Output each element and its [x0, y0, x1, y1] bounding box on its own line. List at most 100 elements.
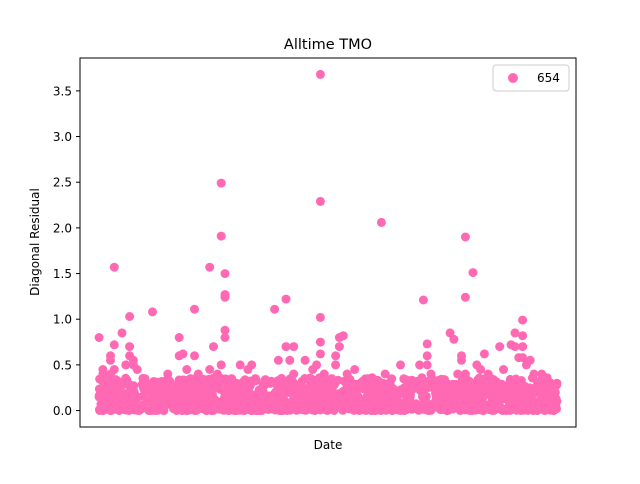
data-point: [415, 360, 425, 370]
data-point: [98, 396, 108, 406]
data-point: [510, 328, 520, 338]
data-point: [118, 394, 128, 404]
data-point: [106, 369, 115, 379]
data-point: [467, 403, 477, 413]
data-point: [190, 351, 199, 361]
data-point: [426, 369, 436, 379]
data-point: [552, 378, 562, 388]
data-point: [549, 406, 559, 416]
data-point: [444, 403, 454, 413]
data-point: [342, 369, 352, 379]
data-point: [449, 334, 459, 344]
data-point: [205, 262, 215, 272]
data-point: [98, 406, 108, 416]
data-point: [505, 388, 515, 398]
data-point: [457, 403, 467, 413]
data-point: [523, 390, 533, 400]
data-point: [544, 378, 554, 388]
data-point: [273, 355, 283, 365]
data-point: [518, 331, 528, 341]
plot-area-frame: [79, 57, 577, 428]
data-point: [457, 355, 466, 365]
data-point: [537, 403, 547, 413]
y-tick-label: 3.5: [53, 84, 72, 98]
data-point: [238, 388, 248, 398]
data-point: [220, 292, 230, 302]
data-point: [140, 374, 150, 384]
data-point: [106, 406, 115, 416]
data-point: [512, 405, 522, 415]
data-point: [315, 337, 325, 347]
y-axis-label: Diagonal Residual: [28, 188, 42, 296]
y-tick-label: 1.5: [53, 267, 72, 281]
data-point: [106, 355, 115, 365]
data-point: [483, 402, 493, 412]
data-point: [193, 369, 203, 379]
data-point: [220, 325, 230, 335]
data-point: [520, 399, 530, 409]
legend-box: [492, 64, 570, 92]
data-point: [144, 387, 154, 397]
data-point: [304, 374, 314, 384]
legend-series-label: 654: [537, 71, 560, 85]
data-point: [312, 360, 322, 370]
data-point: [129, 381, 139, 391]
data-point: [159, 406, 169, 416]
data-point: [209, 378, 218, 388]
data-point: [376, 217, 386, 227]
data-point: [254, 387, 264, 397]
data-point: [396, 360, 405, 370]
data-point: [529, 369, 539, 379]
data-point: [453, 369, 463, 379]
data-point: [354, 392, 363, 402]
data-point: [178, 349, 188, 359]
data-point: [415, 404, 425, 414]
data-point: [331, 351, 341, 361]
data-point: [489, 397, 499, 407]
data-point: [109, 262, 119, 272]
data-point: [186, 374, 196, 384]
data-point: [220, 269, 230, 279]
data-point: [94, 384, 104, 394]
data-point: [315, 69, 325, 79]
data-point: [331, 360, 341, 370]
data-point: [216, 178, 226, 188]
y-ticks: 0.0 0.5 1.0 1.5 2.0 2.5 3.0 3.5: [53, 84, 80, 418]
data-point: [243, 404, 253, 414]
data-point: [272, 380, 282, 390]
data-point: [151, 401, 161, 411]
data-point: [207, 397, 217, 407]
data-point: [209, 342, 218, 352]
data-point: [350, 365, 360, 374]
data-point: [327, 374, 337, 384]
data-point: [182, 365, 192, 374]
data-point: [262, 378, 272, 388]
data-point: [347, 378, 357, 388]
data-point: [323, 396, 333, 406]
data-point: [518, 315, 528, 325]
data-point: [373, 375, 382, 385]
data-point: [292, 385, 301, 395]
data-point: [474, 373, 484, 383]
data-point: [407, 378, 417, 388]
data-point: [163, 369, 173, 379]
data-point: [117, 401, 127, 411]
data-point: [514, 380, 524, 390]
data-point: [384, 378, 394, 388]
data-point: [98, 369, 108, 379]
data-point: [148, 307, 157, 317]
data-point: [251, 374, 260, 384]
data-point: [527, 404, 537, 414]
data-point: [548, 387, 558, 397]
data-point: [491, 387, 501, 397]
legend-marker: [508, 73, 518, 83]
data-point: [182, 406, 192, 416]
data-point: [506, 380, 516, 390]
data-point: [315, 196, 325, 206]
data-point: [373, 387, 383, 397]
data-point: [121, 360, 131, 370]
data-point: [418, 295, 428, 305]
data-point: [277, 387, 287, 397]
data-point: [358, 381, 368, 391]
